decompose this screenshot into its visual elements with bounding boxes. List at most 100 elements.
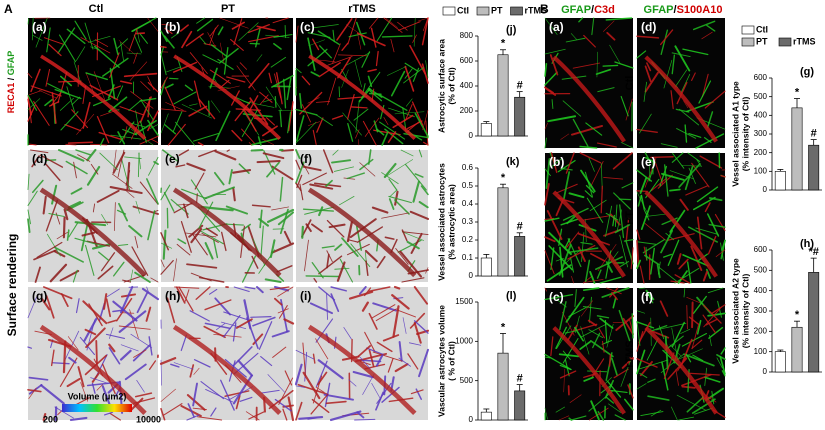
texture: [160, 232, 170, 251]
texture: [189, 310, 210, 322]
texture: [295, 25, 299, 43]
texture: [616, 209, 623, 233]
texture: [388, 178, 398, 191]
texture: [571, 275, 574, 284]
texture: [665, 232, 674, 241]
texture: [271, 74, 294, 88]
texture: [172, 111, 183, 132]
texture: [232, 322, 237, 342]
texture: [90, 377, 108, 384]
texture: [636, 239, 640, 267]
texture: [192, 382, 198, 407]
texture: [232, 168, 252, 174]
vessel: [552, 190, 626, 278]
texture: [347, 17, 357, 45]
texture: [271, 206, 290, 211]
texture: [319, 59, 336, 63]
texture: [325, 400, 347, 405]
texture: [638, 287, 646, 289]
texture: [582, 276, 592, 284]
texture: [276, 72, 283, 105]
texture: [181, 104, 212, 119]
texture: [252, 316, 276, 327]
texture: [368, 89, 383, 102]
texture: [159, 357, 177, 365]
texture: [387, 131, 397, 144]
texture: [415, 388, 422, 400]
axis-label: Astrocytic surface area: [436, 39, 446, 133]
texture: [620, 142, 634, 149]
texture: [148, 336, 153, 356]
texture: [173, 91, 197, 105]
texture: [113, 37, 119, 56]
texture: [27, 173, 30, 191]
texture: [246, 317, 259, 350]
texture: [384, 128, 404, 145]
texture: [392, 305, 400, 338]
label-part: GFAP: [644, 4, 674, 16]
texture: [153, 160, 159, 166]
texture: [352, 370, 374, 379]
texture: [190, 228, 203, 244]
axis-label: (% astrocytic area): [446, 184, 456, 260]
texture: [398, 21, 421, 31]
texture: [640, 194, 645, 210]
texture: [252, 333, 264, 346]
y-tick-label: 100: [754, 166, 768, 175]
texture: [302, 371, 321, 400]
row-label: RECA1 / GFAP: [6, 51, 16, 114]
texture: [681, 338, 693, 365]
texture: [62, 340, 67, 374]
texture: [326, 219, 345, 238]
texture: [299, 91, 323, 115]
texture: [376, 255, 386, 269]
texture: [412, 34, 417, 43]
texture: [316, 117, 324, 133]
texture: [555, 199, 564, 217]
vessel: [644, 326, 718, 415]
texture: [358, 139, 360, 146]
texture: [120, 285, 134, 314]
texture: [326, 293, 328, 320]
texture: [640, 205, 651, 230]
texture: [605, 17, 633, 21]
texture: [563, 368, 565, 393]
texture: [664, 335, 669, 370]
texture: [382, 334, 400, 342]
texture: [180, 221, 192, 253]
texture: [364, 287, 372, 297]
y-tick-label: 400: [460, 81, 474, 90]
texture: [563, 171, 571, 200]
texture: [413, 17, 416, 47]
panel-label: (a): [32, 20, 47, 34]
texture: [371, 206, 389, 214]
texture: [401, 277, 425, 283]
texture: [339, 258, 354, 283]
texture: [47, 83, 70, 95]
texture: [214, 297, 231, 316]
texture: [615, 315, 634, 332]
texture: [346, 243, 370, 256]
texture: [394, 111, 425, 115]
texture: [703, 376, 721, 383]
texture: [675, 348, 703, 361]
texture: [683, 100, 689, 109]
texture: [224, 358, 247, 378]
texture: [596, 51, 598, 78]
texture: [265, 86, 283, 112]
texture: [562, 338, 579, 364]
texture: [309, 302, 333, 315]
texture: [406, 240, 420, 250]
texture: [98, 251, 110, 262]
texture: [599, 276, 622, 284]
texture: [605, 205, 613, 237]
texture: [135, 200, 140, 214]
legend-label: PT: [491, 5, 503, 15]
texture: [381, 386, 400, 403]
texture: [161, 23, 174, 26]
texture: [198, 276, 225, 283]
texture: [346, 221, 353, 243]
texture: [283, 78, 287, 109]
texture: [259, 91, 273, 103]
texture: [583, 34, 596, 48]
